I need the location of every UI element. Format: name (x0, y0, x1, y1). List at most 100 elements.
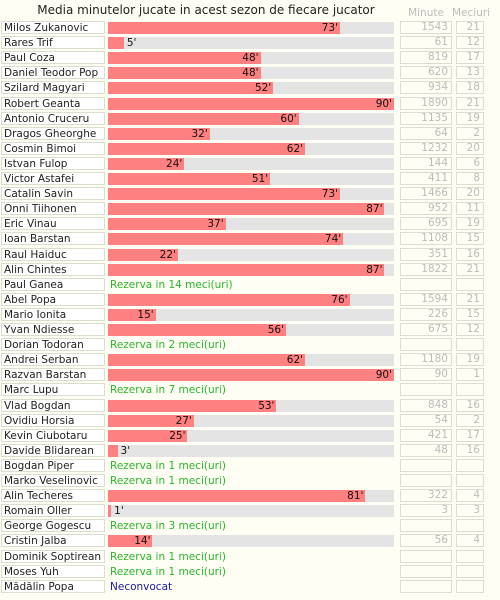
bar-value-label: 53' (258, 399, 275, 412)
matches-cell: 21 (456, 262, 484, 276)
player-name: Ioan Barstan (1, 232, 105, 246)
matches-cell: 12 (456, 36, 484, 50)
minutes-cell: 48 (400, 443, 452, 457)
bar-value-label: 14' (134, 535, 151, 548)
bar-value-label: 48' (242, 52, 259, 65)
matches-cell: 18 (456, 81, 484, 95)
bar-track: 87' (108, 203, 394, 216)
player-name: Paul Coza (1, 51, 105, 65)
bar-track: 48' (108, 67, 394, 80)
minutes-bar (108, 233, 344, 246)
minutes-bar (108, 248, 178, 261)
reserve-note: Rezerva in 2 meci(uri) (110, 339, 226, 352)
minutes-bar (108, 505, 112, 518)
bar-track: 76' (108, 293, 394, 306)
matches-cell (456, 519, 484, 533)
player-row: Catalin Savin 73' 1466 20 (0, 187, 500, 201)
bar-track: 53' (108, 399, 394, 412)
bar-track: 73' (108, 188, 394, 201)
bar-track: 48' (108, 52, 394, 65)
minutes-column-header: Minute (408, 7, 444, 19)
minutes-bar (108, 52, 261, 65)
matches-cell: 21 (456, 21, 484, 34)
minutes-bar (108, 203, 385, 216)
bar-value-label: 5' (126, 37, 137, 50)
player-row: Eric Vinau 37' 695 19 (0, 217, 500, 231)
bar-track: 74' (108, 233, 394, 246)
bar-track: 27' (108, 414, 394, 427)
matches-cell: 17 (456, 51, 484, 65)
minutes-cell: 56 (400, 534, 452, 548)
minutes-cell (400, 519, 452, 533)
player-name: Davide Blidarean (1, 443, 105, 457)
player-name: Razvan Barstan (1, 368, 105, 382)
player-row: Istvan Fulop 24' 144 6 (0, 156, 500, 171)
bar-value-label: 37' (207, 218, 224, 231)
chart-title: Media minutelor jucate in acest sezon de… (37, 3, 375, 17)
minutes-bar (108, 263, 385, 276)
bar-value-label: 32' (191, 127, 208, 140)
player-name: Alin Chintes (1, 262, 105, 276)
minutes-bar (108, 218, 226, 231)
player-name: Catalin Savin (1, 187, 105, 201)
bar-track: 14' (108, 535, 394, 548)
matches-cell: 2 (456, 413, 484, 427)
matches-cell: 16 (456, 398, 484, 412)
player-row: Victor Astafei 51' 411 8 (0, 172, 500, 186)
bar-track: 51' (108, 173, 394, 185)
bar-value-label: 52' (255, 82, 272, 95)
player-row: Yvan Ndiesse 56' 675 12 (0, 323, 500, 337)
matches-cell: 4 (456, 489, 484, 503)
minutes-cell: 934 (400, 81, 452, 95)
minutes-cell (400, 564, 452, 578)
minutes-cell: 1543 (400, 21, 452, 34)
minutes-cell: 819 (400, 51, 452, 65)
bar-track: 62' (108, 142, 394, 155)
minutes-bar (108, 308, 156, 321)
player-row: Milos Zukanovic 73' 1543 21 (0, 21, 500, 35)
matches-cell (456, 564, 484, 578)
bar-value-label: 48' (242, 67, 259, 80)
bar-track: 52' (108, 82, 394, 95)
matches-cell: 19 (456, 111, 484, 125)
player-row: Cristin Jalba 14' 56 4 (0, 534, 500, 548)
bar-track: 90' (108, 97, 394, 110)
player-row: Davide Blidarean 3' 48 16 (0, 443, 500, 458)
matches-cell (456, 338, 484, 352)
bar-track: 87' (108, 263, 394, 276)
minutes-bar (108, 444, 118, 457)
bar-value-label: 56' (267, 324, 284, 336)
player-name: Moses Yuh (1, 564, 105, 578)
minutes-cell: 322 (400, 489, 452, 503)
player-row: Bogdan Piper Rezerva in 1 meci(uri) (0, 458, 500, 473)
minutes-bar (108, 142, 306, 155)
player-name: Romain Oller (1, 504, 105, 518)
bar-value-label: 73' (321, 22, 338, 34)
minutes-cell: 61 (400, 36, 452, 50)
minutes-bar (108, 173, 271, 185)
bar-track: 37' (108, 218, 394, 231)
bar-track: Rezerva in 1 meci(uri) (108, 460, 394, 472)
matches-cell: 20 (456, 187, 484, 201)
minutes-cell: 952 (400, 202, 452, 216)
matches-cell (456, 549, 484, 563)
minutes-cell (400, 277, 452, 291)
player-name: Marc Lupu (1, 383, 105, 397)
player-name: Victor Astafei (1, 172, 105, 185)
bar-track: Rezerva in 2 meci(uri) (108, 339, 394, 351)
player-name: Marko Veselinovic (1, 474, 105, 487)
player-row: Dragos Gheorghe 32' 64 2 (0, 126, 500, 141)
minutes-bar (108, 37, 124, 50)
matches-cell: 13 (456, 66, 484, 80)
minutes-bar (108, 324, 286, 336)
minutes-bar (108, 414, 194, 427)
not-called-note: Neconvocat (110, 580, 173, 593)
player-row: Dorian Todoran Rezerva in 2 meci(uri) (0, 338, 500, 352)
bar-track: Rezerva in 3 meci(uri) (108, 520, 394, 532)
player-name: Antonio Cruceru (1, 111, 105, 125)
minutes-bar (108, 535, 153, 548)
minutes-cell: 695 (400, 217, 452, 231)
minutes-bar (108, 67, 261, 80)
minutes-cell (400, 579, 452, 593)
player-name: Dorian Todoran (1, 338, 105, 352)
